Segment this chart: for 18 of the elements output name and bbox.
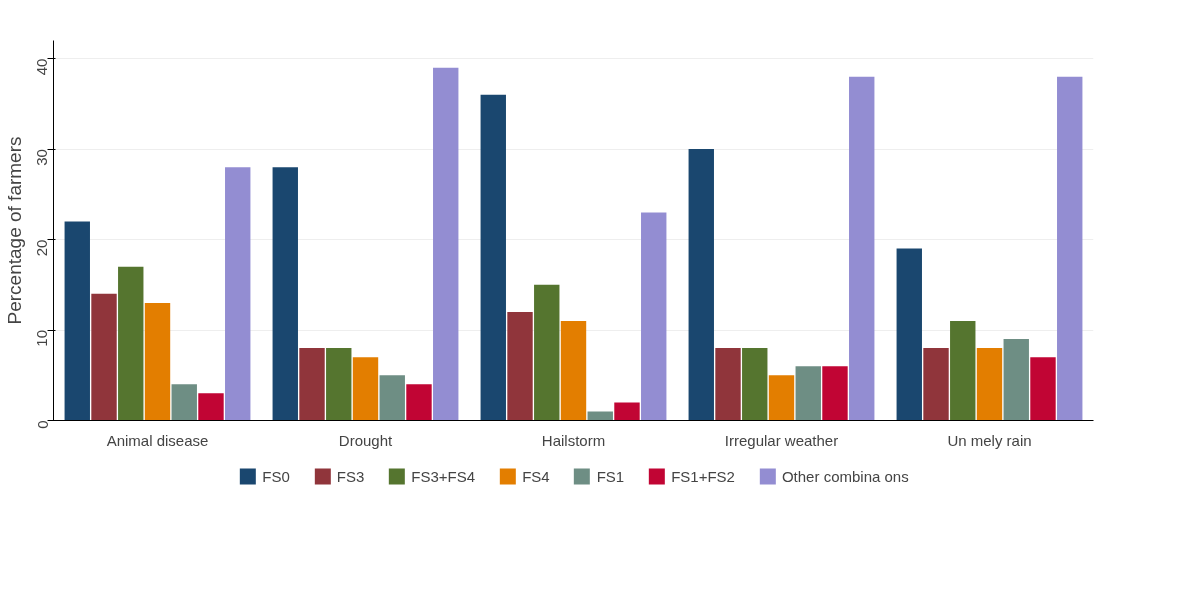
x-tick-label: Hailstorm [541, 431, 606, 449]
legend-label: Other combina ons [781, 467, 909, 485]
legend-label: FS3+FS4 [411, 467, 476, 485]
legend-label: FS3 [336, 467, 365, 485]
y-axis-title: Percentage of farmers [3, 136, 25, 325]
y-tick-label: 40 [33, 58, 51, 76]
legend-label: FS4 [522, 467, 550, 485]
legend-label: FS0 [262, 467, 290, 485]
y-tick-label: 20 [33, 239, 51, 257]
x-tick-label: Drought [338, 431, 394, 449]
x-tick-label: Irregular weather [724, 431, 839, 449]
legend-label: FS1 [596, 467, 625, 485]
y-tick-label: 0 [33, 420, 51, 429]
x-tick-label: Animal disease [106, 431, 209, 449]
y-tick-label: 10 [33, 330, 51, 347]
y-tick-label: 30 [33, 149, 51, 166]
x-tick-label: Un mely rain [947, 431, 1032, 449]
legend-label: FS1+FS2 [671, 467, 735, 485]
